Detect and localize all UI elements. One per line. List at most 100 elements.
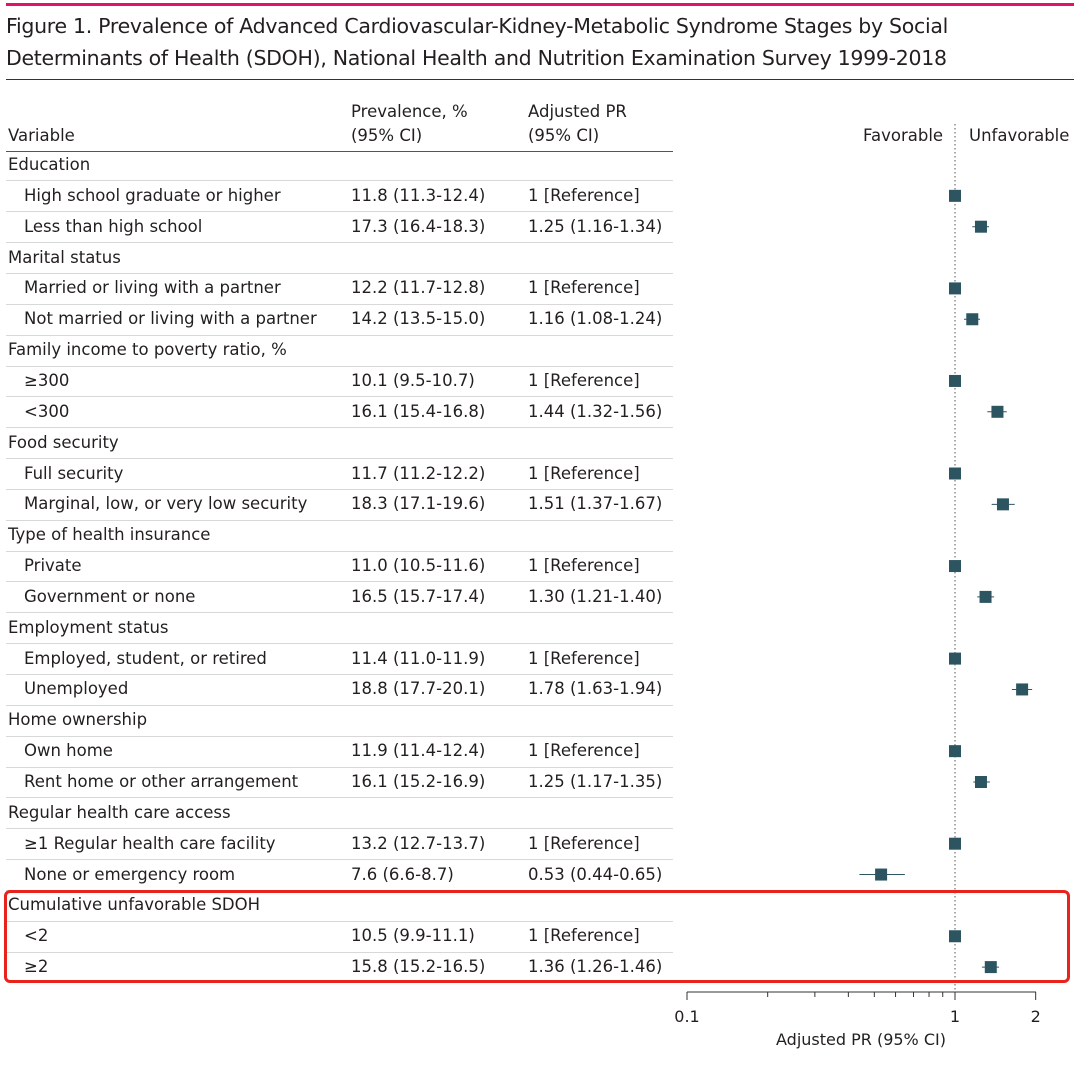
prevalence-value: 11.7 (11.2-12.2) xyxy=(351,464,486,483)
adjusted-pr-value: 1.51 (1.37-1.67) xyxy=(528,494,663,513)
row-divider xyxy=(6,211,673,212)
adjusted-pr-value: 1 [Reference] xyxy=(528,741,640,760)
pr-marker-less-than-high-school xyxy=(974,220,987,233)
row-divider xyxy=(6,859,673,860)
header-pr-line2: (95% CI) xyxy=(528,126,600,145)
adjusted-pr-value: 1.36 (1.26-1.46) xyxy=(528,957,663,976)
pr-marker-high-school-graduate-or-higher xyxy=(949,189,961,202)
row-divider xyxy=(6,581,673,582)
row-label-less-than-high-school: Less than high school xyxy=(24,217,203,236)
pr-marker-employed-student-or-retired xyxy=(949,652,961,665)
prevalence-value: 18.8 (17.7-20.1) xyxy=(351,679,486,698)
group-label-home-ownership: Home ownership xyxy=(8,710,148,729)
row-divider xyxy=(6,767,673,768)
row-divider xyxy=(6,674,673,675)
prevalence-value: 18.3 (17.1-19.6) xyxy=(351,494,486,513)
row-divider xyxy=(6,242,673,243)
group-label-regular-health-care-access: Regular health care access xyxy=(8,803,231,822)
x-tick-label: 1 xyxy=(950,1007,960,1026)
pr-marker-own-home xyxy=(949,745,961,758)
header-pr-line1: Adjusted PR xyxy=(528,102,627,121)
row-divider xyxy=(6,489,673,490)
prevalence-value: 16.1 (15.2-16.9) xyxy=(351,772,486,791)
adjusted-pr-value: 1 [Reference] xyxy=(528,556,640,575)
row-divider xyxy=(6,828,673,829)
adjusted-pr-value: 1.25 (1.17-1.35) xyxy=(528,772,663,791)
highlight-box xyxy=(4,890,1070,983)
adjusted-pr-value: 1.78 (1.63-1.94) xyxy=(528,679,663,698)
prevalence-value: 11.8 (11.3-12.4) xyxy=(351,186,486,205)
row-divider xyxy=(6,797,673,798)
prevalence-value: 10.5 (9.9-11.1) xyxy=(351,926,475,945)
adjusted-pr-value: 1 [Reference] xyxy=(528,371,640,390)
row-label-government-or-none: Government or none xyxy=(24,587,196,606)
group-label-family-income-to-poverty-ratio: Family income to poverty ratio, % xyxy=(8,340,287,359)
row-label-unemployed: Unemployed xyxy=(24,679,129,698)
row-divider xyxy=(6,366,673,367)
row-label-own-home: Own home xyxy=(24,741,113,760)
row-label-full-security: Full security xyxy=(24,464,124,483)
adjusted-pr-value: 1 [Reference] xyxy=(528,278,640,297)
header-variable: Variable xyxy=(8,126,75,145)
row-label-none-or-emergency-room: None or emergency room xyxy=(24,865,236,884)
adjusted-pr-value: 1.25 (1.16-1.34) xyxy=(528,217,663,236)
adjusted-pr-value: 0.53 (0.44-0.65) xyxy=(528,865,663,884)
adjusted-pr-value: 1.16 (1.08-1.24) xyxy=(528,309,663,328)
row-divider xyxy=(6,520,673,521)
row-divider xyxy=(6,304,673,305)
group-label-food-security: Food security xyxy=(8,433,119,452)
header-prevalence-line2: (95% CI) xyxy=(351,126,423,145)
group-label-education: Education xyxy=(8,155,91,174)
prevalence-value: 11.4 (11.0-11.9) xyxy=(351,649,486,668)
prevalence-value: 15.8 (15.2-16.5) xyxy=(351,957,486,976)
group-label-marital-status: Marital status xyxy=(8,248,121,267)
adjusted-pr-value: 1 [Reference] xyxy=(528,464,640,483)
row-divider xyxy=(6,612,673,613)
pr-marker-unemployed xyxy=(1016,683,1029,696)
row-divider xyxy=(6,458,673,459)
prevalence-value: 14.2 (13.5-15.0) xyxy=(351,309,486,328)
pr-marker-full-security xyxy=(949,467,961,480)
row-divider xyxy=(6,273,673,274)
pr-marker-marginal-low-or-very-low-security xyxy=(996,498,1009,511)
row-divider xyxy=(6,705,673,706)
row-label-1-regular-health-care-facility: ≥1 Regular health care facility xyxy=(24,834,276,853)
row-divider xyxy=(6,952,673,953)
prevalence-value: 12.2 (11.7-12.8) xyxy=(351,278,486,297)
header-prevalence-line1: Prevalence, % xyxy=(351,102,468,121)
row-label-marginal-low-or-very-low-security: Marginal, low, or very low security xyxy=(24,494,308,513)
x-tick-label: 0.1 xyxy=(674,1007,699,1026)
adjusted-pr-value: 1 [Reference] xyxy=(528,186,640,205)
pr-marker-none-or-emergency-room xyxy=(875,868,888,881)
row-label-married-or-living-with-a-partner: Married or living with a partner xyxy=(24,278,281,297)
row-label-not-married-or-living-with-a-partner: Not married or living with a partner xyxy=(24,309,317,328)
pr-marker-private xyxy=(949,560,961,573)
pr-marker-300 xyxy=(949,374,961,387)
prevalence-value: 7.6 (6.6-8.7) xyxy=(351,865,454,884)
row-divider xyxy=(6,736,673,737)
pr-marker-not-married-or-living-with-a-partner xyxy=(966,313,979,326)
pr-marker-government-or-none xyxy=(979,590,992,603)
pr-marker-300 xyxy=(991,405,1004,418)
row-divider xyxy=(6,335,673,336)
row-label-300: ≥300 xyxy=(24,371,70,390)
prevalence-value: 17.3 (16.4-18.3) xyxy=(351,217,486,236)
row-divider xyxy=(6,551,673,552)
pr-marker-rent-home-or-other-arrangement xyxy=(974,776,987,788)
pr-marker-2 xyxy=(984,961,997,974)
group-label-type-of-health-insurance: Type of health insurance xyxy=(8,525,211,544)
row-label-rent-home-or-other-arrangement: Rent home or other arrangement xyxy=(24,772,299,791)
row-label-2: <2 xyxy=(24,926,49,945)
row-divider xyxy=(6,396,673,397)
row-divider xyxy=(6,921,673,922)
row-divider xyxy=(6,643,673,644)
adjusted-pr-value: 1.44 (1.32-1.56) xyxy=(528,402,663,421)
pr-marker-2 xyxy=(949,930,961,943)
row-label-300: <300 xyxy=(24,402,70,421)
adjusted-pr-value: 1 [Reference] xyxy=(528,834,640,853)
header-favorable: Favorable xyxy=(863,126,944,145)
header-unfavorable: Unfavorable xyxy=(969,126,1070,145)
x-tick-label: 2 xyxy=(1031,1007,1041,1026)
pr-marker-married-or-living-with-a-partner xyxy=(949,282,961,295)
title-divider xyxy=(6,79,1074,80)
